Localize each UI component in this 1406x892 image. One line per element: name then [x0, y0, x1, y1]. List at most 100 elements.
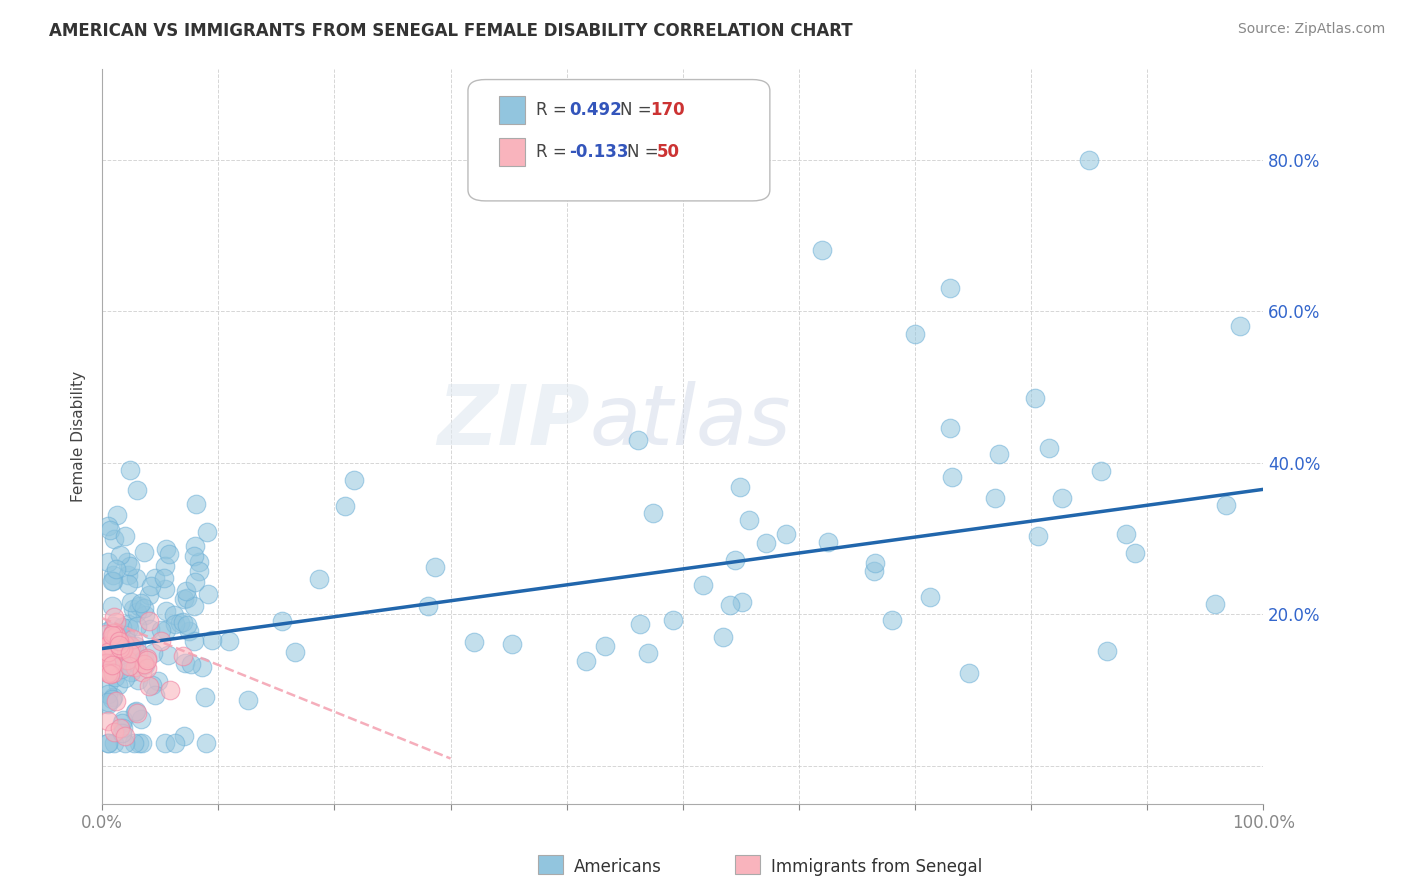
Point [97, 555, 120, 569]
Point [501, 637, 523, 651]
Point [194, 690, 217, 705]
Point [128, 599, 150, 613]
Point [183, 549, 205, 563]
Point [103, 736, 125, 750]
Point [124, 705, 146, 719]
Point [284, 645, 307, 659]
Point [104, 615, 127, 629]
Point [811, 244, 834, 258]
Point [118, 621, 141, 635]
Text: N =: N = [620, 101, 657, 119]
Point [132, 657, 155, 671]
Point [112, 713, 135, 727]
Point [112, 721, 135, 735]
Point [143, 571, 166, 585]
Point [180, 657, 202, 671]
Point [174, 584, 197, 599]
Point [197, 587, 219, 601]
Point [153, 582, 176, 596]
Point [173, 656, 195, 670]
Point [112, 636, 135, 650]
Point [941, 470, 963, 484]
Text: R =: R = [537, 144, 572, 161]
Point [125, 619, 148, 633]
Point [104, 670, 127, 684]
Point [108, 634, 131, 648]
Point [117, 555, 139, 569]
Text: 50: 50 [657, 144, 681, 161]
Point [738, 513, 761, 527]
Point [108, 637, 131, 651]
Point [157, 547, 180, 561]
Point [184, 575, 207, 590]
Point [159, 682, 181, 697]
Point [115, 631, 138, 645]
Point [637, 646, 659, 660]
Point [163, 616, 186, 631]
Point [904, 326, 927, 341]
Point [101, 619, 124, 633]
Text: Americans: Americans [575, 858, 662, 876]
Point [101, 626, 124, 640]
Point [117, 577, 139, 591]
Point [920, 590, 942, 604]
Point [270, 614, 292, 628]
Point [125, 483, 148, 498]
Point [134, 607, 156, 622]
Point [136, 651, 159, 665]
Point [97, 639, 120, 653]
Point [184, 497, 207, 511]
Point [97, 648, 120, 662]
Point [308, 572, 330, 586]
Point [100, 574, 122, 588]
Point [423, 559, 446, 574]
Point [101, 641, 124, 656]
Point [97, 624, 120, 639]
Point [1038, 441, 1060, 455]
Point [110, 640, 132, 655]
Point [98, 667, 121, 681]
Point [132, 652, 155, 666]
Point [111, 725, 134, 739]
Point [98, 665, 121, 679]
Point [333, 500, 356, 514]
Point [97, 665, 120, 680]
Point [190, 660, 212, 674]
Point [114, 729, 136, 743]
Point [107, 678, 129, 692]
Point [575, 654, 598, 668]
Point [863, 564, 886, 578]
Point [97, 736, 120, 750]
Point [118, 656, 141, 670]
Point [96, 646, 118, 660]
Point [97, 645, 120, 659]
Point [97, 697, 120, 711]
Point [218, 633, 240, 648]
Point [94, 639, 117, 653]
Point [97, 519, 120, 533]
Point [103, 532, 125, 546]
Point [169, 615, 191, 630]
Point [136, 653, 159, 667]
Point [120, 639, 142, 653]
Point [957, 666, 980, 681]
Point [114, 671, 136, 685]
Text: R =: R = [537, 101, 572, 119]
Point [125, 704, 148, 718]
Point [173, 591, 195, 606]
Text: -0.133: -0.133 [569, 144, 628, 161]
Point [120, 665, 142, 680]
Point [1050, 491, 1073, 505]
Point [1026, 529, 1049, 543]
Point [97, 695, 120, 709]
Point [1215, 498, 1237, 512]
Point [111, 643, 134, 657]
Point [108, 721, 131, 735]
Point [1229, 319, 1251, 334]
Point [1125, 546, 1147, 560]
Point [101, 567, 124, 582]
Point [114, 529, 136, 543]
Point [343, 473, 366, 487]
Point [236, 693, 259, 707]
Point [97, 736, 120, 750]
